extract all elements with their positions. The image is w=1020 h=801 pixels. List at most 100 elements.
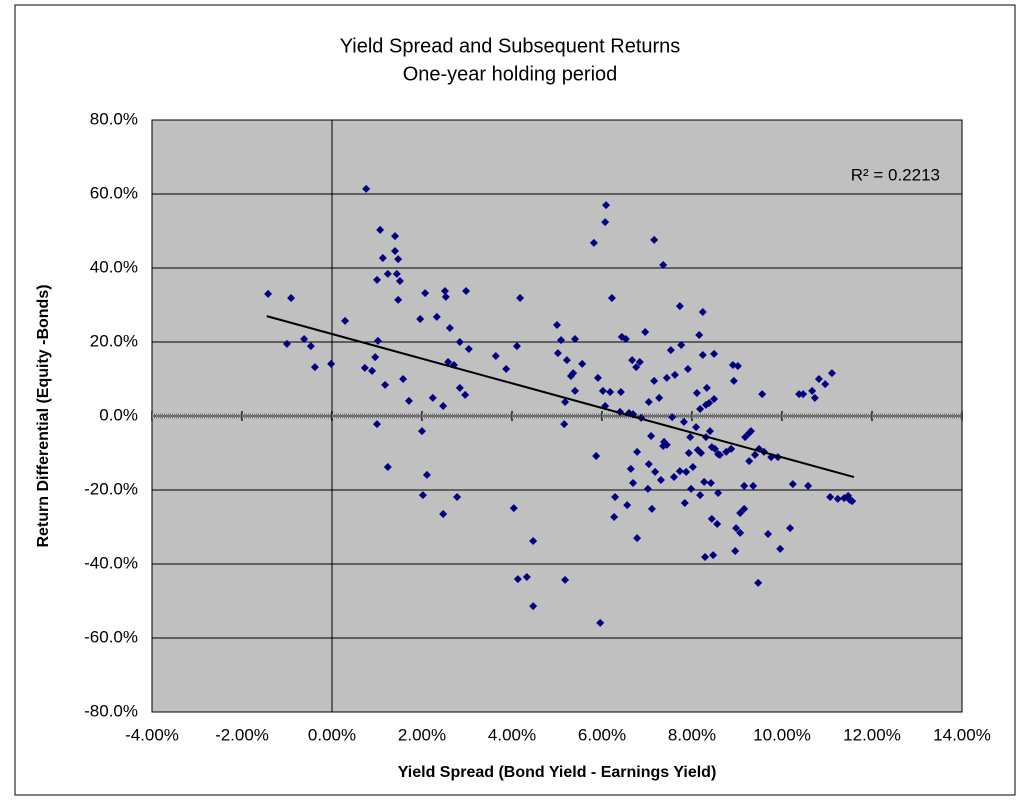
data-point [710, 394, 719, 403]
data-point [698, 350, 707, 359]
data-point [553, 349, 562, 358]
data-point [601, 218, 610, 227]
data-point [602, 201, 611, 210]
data-point [578, 359, 587, 368]
data-point [635, 357, 644, 366]
data-point [399, 375, 408, 383]
y-tick-label: -20.0% [84, 479, 138, 498]
data-point [341, 316, 350, 325]
data-point [373, 336, 382, 345]
data-point [668, 413, 677, 422]
data-point [394, 295, 403, 304]
data-point [695, 330, 704, 339]
data-point [395, 276, 404, 285]
data-point [670, 370, 679, 379]
data-point [746, 427, 755, 436]
data-point [512, 342, 521, 351]
data-point [522, 572, 531, 581]
data-point [404, 396, 413, 405]
data-point [833, 494, 842, 503]
data-point [621, 335, 630, 344]
data-point [306, 342, 315, 351]
x-tick-label: 4.00% [488, 725, 536, 744]
data-point [688, 463, 697, 472]
data-point [729, 376, 738, 385]
data-point [569, 369, 578, 378]
data-point [607, 293, 616, 302]
y-axis-label: Return Differential (Equity -Bonds) [35, 284, 52, 547]
data-point [827, 369, 836, 378]
data-point [804, 481, 813, 490]
data-point [418, 491, 427, 500]
data-point [675, 467, 684, 476]
data-point [362, 184, 371, 193]
y-tick-label: 60.0% [90, 183, 138, 202]
data-point [562, 356, 571, 365]
data-point [706, 427, 714, 436]
data-point [529, 537, 538, 546]
data-point [684, 449, 693, 457]
x-tick-label: 2.00% [398, 725, 446, 744]
data-point [464, 345, 473, 354]
data-point [368, 366, 377, 375]
data-point [698, 308, 707, 317]
data-point [416, 315, 425, 324]
data-point [666, 346, 675, 355]
data-point [662, 373, 671, 382]
data-point [662, 440, 671, 449]
data-point [598, 386, 607, 395]
data-point [529, 602, 538, 611]
data-point [592, 451, 601, 460]
data-point [713, 520, 722, 529]
data-point [714, 488, 723, 497]
data-point [710, 349, 719, 358]
r-squared-annotation: R² = 0.2213 [851, 165, 940, 184]
data-point [571, 386, 579, 395]
data-point [682, 467, 691, 476]
x-tick-label: -2.00% [215, 725, 269, 744]
data-point [715, 450, 724, 459]
data-point [741, 433, 750, 442]
data-point [462, 286, 471, 295]
data-point [848, 497, 857, 506]
chart-subtitle: One-year holding period [403, 63, 618, 85]
x-tick-label: 8.00% [668, 725, 716, 744]
data-point [516, 293, 525, 302]
y-tick-label: -80.0% [84, 701, 138, 720]
data-point [373, 275, 381, 284]
data-point [633, 447, 642, 456]
data-point [371, 353, 380, 362]
data-point [650, 376, 659, 385]
data-point [697, 449, 705, 457]
data-point [589, 238, 598, 247]
data-point [647, 504, 656, 513]
data-point [632, 363, 641, 372]
data-point [626, 464, 635, 473]
data-point [696, 404, 705, 413]
data-point [610, 513, 619, 522]
data-point [628, 356, 637, 365]
data-point [557, 336, 566, 345]
data-point [786, 524, 795, 533]
data-point [696, 491, 705, 500]
data-point [383, 463, 392, 472]
data-point [606, 387, 615, 396]
data-point [421, 289, 430, 298]
data-point [675, 302, 684, 311]
y-tick-label: -40.0% [84, 553, 138, 572]
data-point [300, 335, 309, 344]
data-point [491, 352, 500, 361]
data-point [561, 575, 570, 584]
x-tick-label: 14.00% [933, 725, 991, 744]
data-point [686, 433, 695, 442]
data-point [455, 338, 464, 346]
data-point [360, 363, 369, 372]
x-tick-label: 6.00% [578, 725, 626, 744]
data-point [670, 473, 678, 482]
data-point [383, 269, 392, 278]
data-point [680, 498, 689, 507]
data-point [560, 420, 569, 429]
data-point [553, 320, 561, 329]
data-point [776, 544, 785, 553]
data-point [651, 467, 660, 476]
